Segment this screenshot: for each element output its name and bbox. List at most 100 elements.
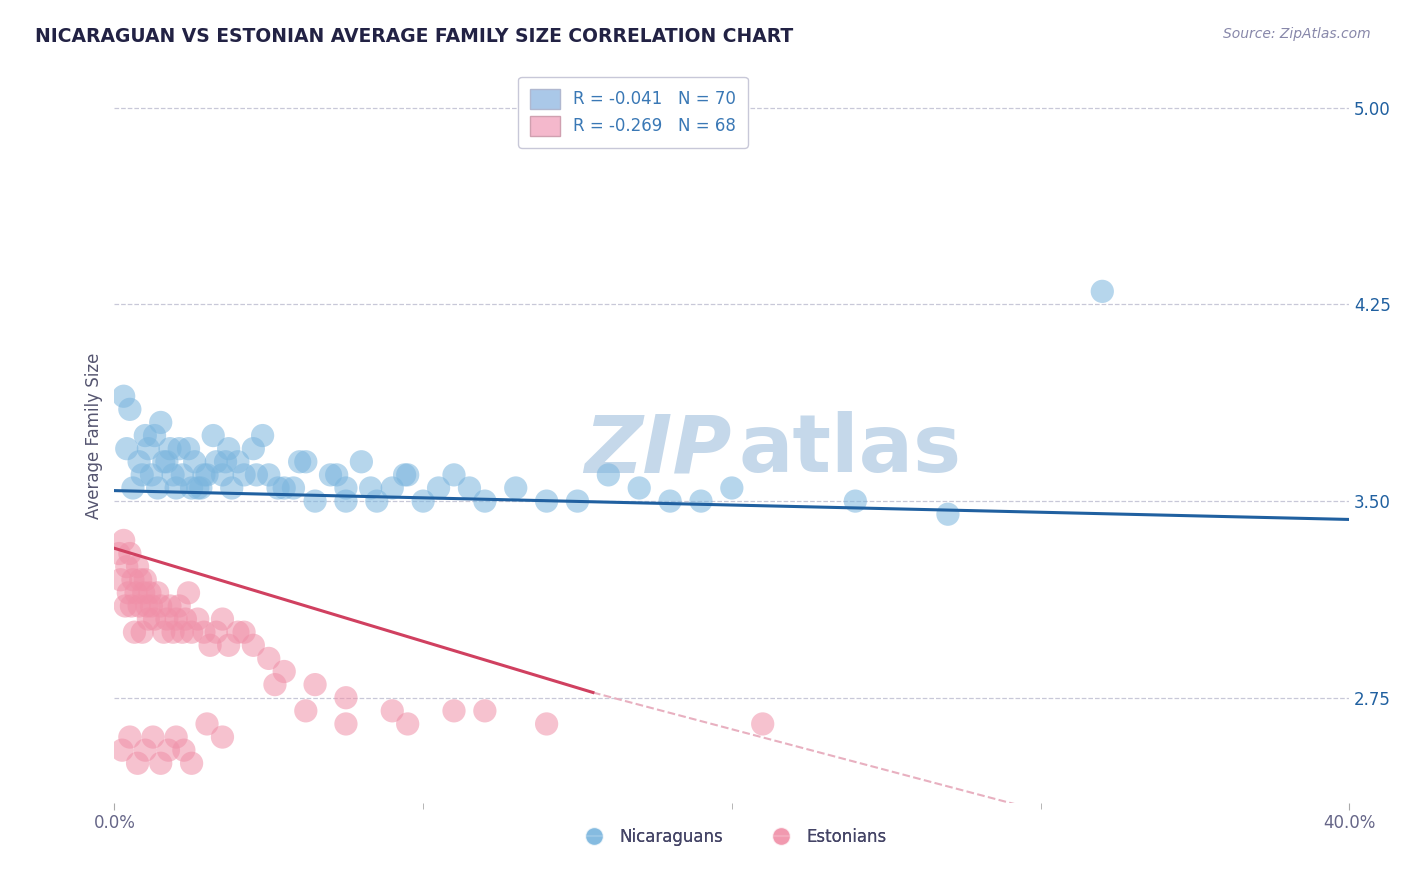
Point: [114, 599, 136, 613]
Point: [172, 625, 194, 640]
Point: [304, 678, 326, 692]
Point: [396, 717, 419, 731]
Point: [721, 481, 744, 495]
Point: [134, 743, 156, 757]
Point: [936, 507, 959, 521]
Point: [129, 573, 152, 587]
Point: [180, 756, 202, 771]
Point: [412, 494, 434, 508]
Point: [115, 559, 138, 574]
Point: [198, 638, 221, 652]
Point: [173, 743, 195, 757]
Point: [153, 455, 176, 469]
Point: [350, 455, 373, 469]
Point: [172, 467, 194, 482]
Point: [122, 573, 145, 587]
Point: [242, 442, 264, 456]
Point: [536, 494, 558, 508]
Point: [141, 467, 163, 482]
Point: [226, 625, 249, 640]
Point: [458, 481, 481, 495]
Point: [366, 494, 388, 508]
Point: [598, 467, 620, 482]
Point: [335, 717, 357, 731]
Point: [187, 481, 209, 495]
Point: [381, 704, 404, 718]
Point: [443, 704, 465, 718]
Point: [138, 612, 160, 626]
Point: [242, 638, 264, 652]
Point: [159, 442, 181, 456]
Point: [183, 455, 205, 469]
Point: [267, 481, 290, 495]
Point: [128, 599, 150, 613]
Point: [233, 625, 256, 640]
Point: [111, 743, 134, 757]
Point: [319, 467, 342, 482]
Point: [252, 428, 274, 442]
Point: [177, 442, 200, 456]
Point: [443, 467, 465, 482]
Point: [120, 599, 142, 613]
Point: [142, 730, 165, 744]
Point: [149, 599, 172, 613]
Point: [117, 586, 139, 600]
Point: [134, 573, 156, 587]
Point: [394, 467, 416, 482]
Point: [118, 402, 141, 417]
Point: [141, 599, 163, 613]
Point: [167, 599, 190, 613]
Point: [751, 717, 773, 731]
Point: [335, 690, 357, 705]
Point: [211, 730, 233, 744]
Point: [125, 586, 148, 600]
Point: [115, 442, 138, 456]
Point: [193, 467, 215, 482]
Y-axis label: Average Family Size: Average Family Size: [86, 352, 103, 519]
Point: [221, 481, 243, 495]
Point: [118, 547, 141, 561]
Point: [153, 625, 176, 640]
Point: [505, 481, 527, 495]
Point: [180, 625, 202, 640]
Point: [127, 756, 149, 771]
Point: [143, 428, 166, 442]
Point: [149, 756, 172, 771]
Point: [257, 651, 280, 665]
Point: [131, 625, 153, 640]
Point: [273, 481, 295, 495]
Point: [112, 533, 135, 548]
Point: [143, 612, 166, 626]
Point: [131, 467, 153, 482]
Point: [264, 678, 287, 692]
Point: [218, 638, 240, 652]
Point: [146, 586, 169, 600]
Point: [156, 612, 179, 626]
Point: [257, 467, 280, 482]
Point: [567, 494, 589, 508]
Point: [214, 455, 236, 469]
Point: [174, 612, 197, 626]
Point: [211, 612, 233, 626]
Point: [159, 599, 181, 613]
Point: [474, 494, 496, 508]
Point: [167, 442, 190, 456]
Text: ZIP: ZIP: [585, 411, 733, 489]
Point: [128, 455, 150, 469]
Point: [304, 494, 326, 508]
Point: [273, 665, 295, 679]
Point: [211, 467, 233, 482]
Point: [138, 442, 160, 456]
Point: [162, 467, 184, 482]
Point: [118, 730, 141, 744]
Point: [139, 586, 162, 600]
Point: [149, 416, 172, 430]
Point: [396, 467, 419, 482]
Point: [1091, 285, 1114, 299]
Point: [195, 467, 218, 482]
Point: [202, 428, 225, 442]
Point: [205, 625, 228, 640]
Point: [844, 494, 866, 508]
Point: [157, 743, 180, 757]
Point: [162, 625, 184, 640]
